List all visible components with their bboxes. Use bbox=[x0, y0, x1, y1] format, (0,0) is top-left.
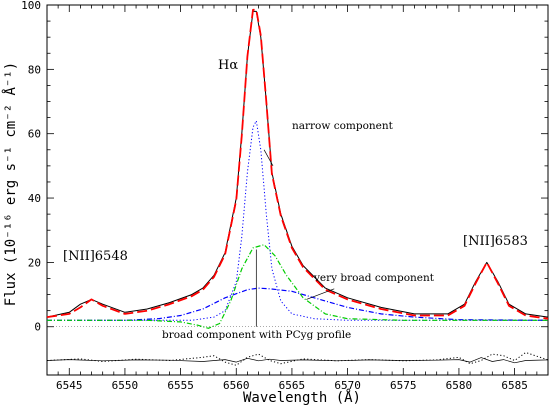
x-axis-title: Wavelength (Å) bbox=[243, 389, 361, 406]
very-broad-component-label: very broad component bbox=[313, 272, 435, 284]
x-tick-label: 6565 bbox=[279, 379, 306, 392]
narrow-leader bbox=[263, 149, 274, 167]
x-tick-label: 6580 bbox=[446, 379, 473, 392]
y-tick-label: 100 bbox=[21, 0, 41, 12]
x-tick-label: 6545 bbox=[56, 379, 83, 392]
series-residuals-alternate-fit bbox=[46, 352, 549, 366]
nii-6548-label: [NII]6548 bbox=[63, 249, 128, 264]
x-tick-label: 6560 bbox=[223, 379, 250, 392]
x-tick-label: 6575 bbox=[390, 379, 417, 392]
nii-6583-label: [NII]6583 bbox=[463, 234, 528, 249]
narrow-component-label: narrow component bbox=[292, 120, 394, 132]
y-axis-title: Flux (10⁻¹⁶ erg s⁻¹ cm⁻² Å⁻¹) bbox=[2, 62, 19, 306]
broad-component-label: broad component with PCyg profile bbox=[162, 329, 351, 341]
y-tick-label: 80 bbox=[28, 63, 41, 76]
halpha-label: Hα bbox=[218, 58, 238, 73]
y-tick-label: 20 bbox=[28, 256, 41, 269]
y-tick-label: 40 bbox=[28, 192, 41, 205]
x-tick-label: 6555 bbox=[167, 379, 194, 392]
series-observed-spectrum bbox=[46, 10, 549, 318]
series-broad-component-with-pcyg-profile bbox=[47, 244, 548, 329]
series-total-fit bbox=[46, 8, 549, 320]
very-broad-leader bbox=[306, 288, 335, 300]
x-tick-label: 6550 bbox=[112, 379, 139, 392]
y-tick-label: 60 bbox=[28, 128, 41, 141]
series-very-broad-component bbox=[47, 287, 549, 321]
x-tick-label: 6570 bbox=[334, 379, 361, 392]
y-tick-label: 0 bbox=[34, 321, 41, 334]
x-tick-label: 6585 bbox=[501, 379, 528, 392]
plot-frame bbox=[46, 4, 549, 376]
